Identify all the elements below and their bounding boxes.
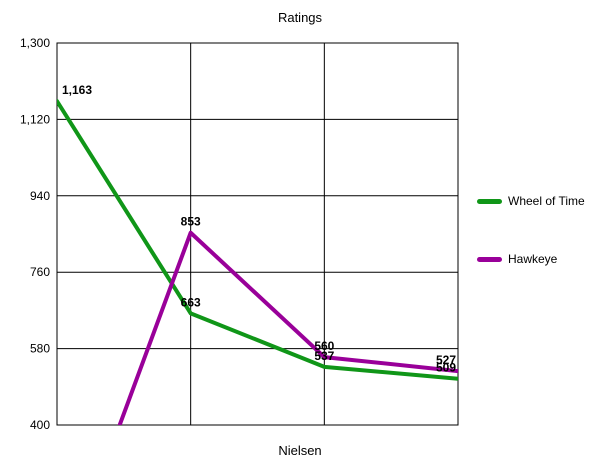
point-label: 509 bbox=[436, 361, 456, 375]
series-line-hawkeye[interactable] bbox=[57, 230, 458, 463]
chart-title: Ratings bbox=[277, 10, 323, 25]
point-label: 1,163 bbox=[62, 83, 92, 97]
y-tick-label: 1,300 bbox=[20, 36, 50, 50]
point-label: 560 bbox=[314, 339, 334, 353]
series-line-wheel-of-time[interactable] bbox=[57, 99, 458, 381]
chart-legend: Wheel of Time Hawkeye bbox=[477, 194, 585, 266]
y-tick-label: 760 bbox=[30, 265, 50, 279]
legend-label: Wheel of Time bbox=[508, 194, 585, 208]
plot-border bbox=[56, 42, 459, 426]
legend-label: Hawkeye bbox=[508, 252, 558, 266]
point-label: 527 bbox=[436, 353, 456, 367]
y-tick-label: 940 bbox=[30, 189, 50, 203]
y-tick-label: 580 bbox=[30, 342, 50, 356]
x-axis-title: Nielsen bbox=[278, 443, 322, 458]
y-tick-label: 400 bbox=[30, 418, 50, 432]
legend-item-hawkeye[interactable]: Hawkeye bbox=[477, 252, 585, 266]
legend-swatch-hawkeye bbox=[477, 256, 502, 262]
legend-item-wheel-of-time[interactable]: Wheel of Time bbox=[477, 194, 585, 208]
point-label: 537 bbox=[314, 349, 334, 363]
y-tick-label: 1,120 bbox=[20, 112, 50, 126]
point-label: 853 bbox=[181, 215, 201, 229]
point-label: 663 bbox=[181, 295, 201, 309]
legend-swatch-wheel-of-time bbox=[477, 198, 502, 204]
